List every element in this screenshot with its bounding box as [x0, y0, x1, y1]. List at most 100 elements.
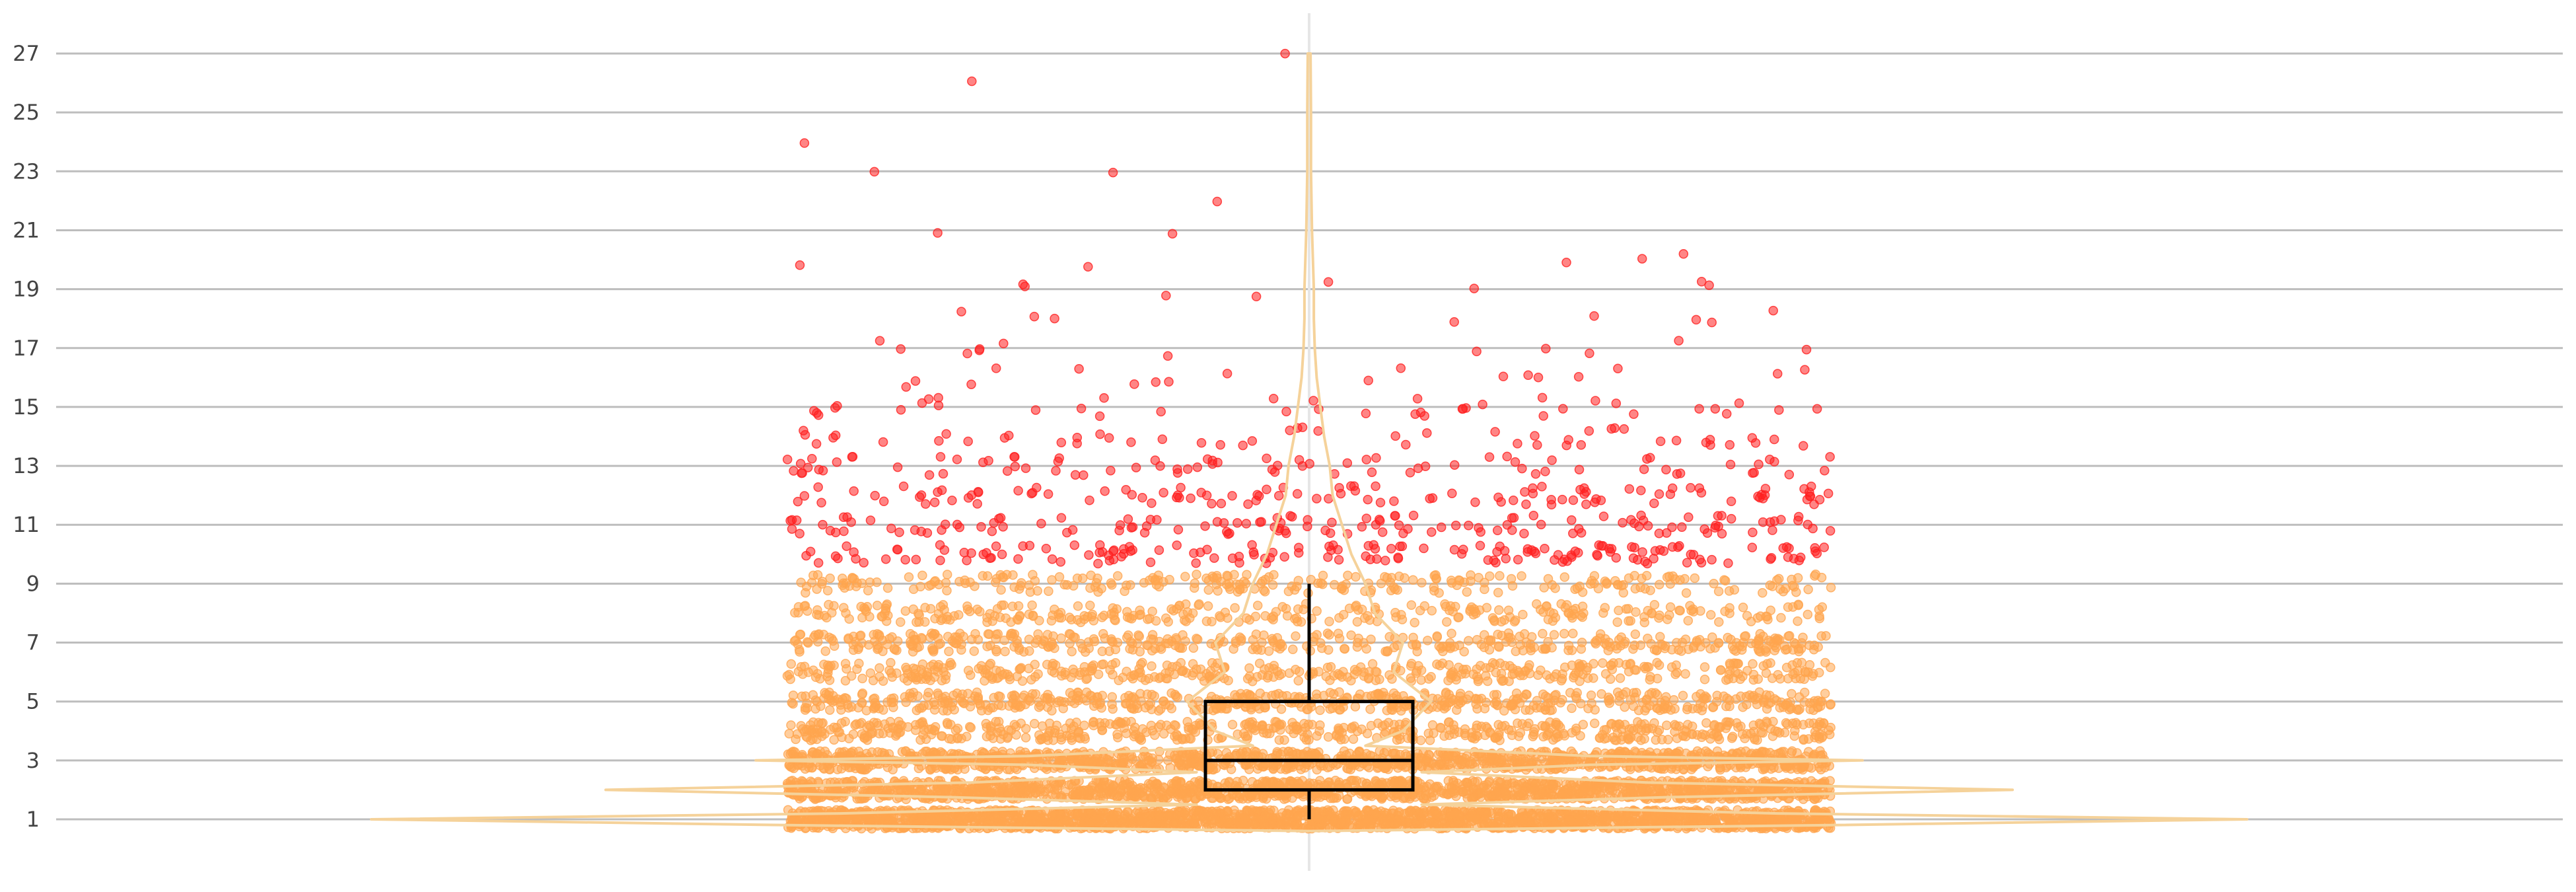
inlier-point	[1475, 788, 1485, 798]
inlier-point	[1003, 789, 1014, 799]
inlier-point	[1366, 720, 1377, 731]
inlier-point	[959, 784, 970, 794]
inlier-point	[1457, 756, 1468, 766]
inlier-point	[1268, 815, 1278, 826]
inlier-point	[1572, 755, 1582, 766]
inlier-point	[991, 716, 1001, 727]
inlier-point	[1258, 794, 1268, 803]
inlier-point	[1176, 776, 1186, 787]
inlier-point	[1799, 761, 1809, 771]
inlier-point	[1073, 757, 1083, 766]
inlier-point	[1549, 755, 1559, 765]
inlier-point	[1461, 789, 1471, 799]
inlier-point	[1770, 749, 1780, 760]
inlier-point	[1421, 790, 1431, 801]
inlier-point	[1484, 777, 1494, 788]
inlier-point	[1436, 723, 1446, 733]
inlier-point	[1211, 815, 1221, 825]
inlier-point	[1475, 805, 1485, 816]
inlier-point	[1466, 757, 1476, 766]
inlier-point	[1529, 819, 1539, 829]
inlier-point	[1678, 786, 1688, 796]
inlier-point	[1557, 788, 1567, 799]
inlier-point	[1746, 823, 1756, 833]
inlier-point	[1330, 775, 1341, 786]
inlier-point	[1154, 810, 1164, 821]
inlier-point	[1165, 787, 1176, 797]
inlier-point	[1343, 806, 1353, 816]
inlier-point	[1275, 764, 1286, 774]
inlier-point	[960, 811, 970, 821]
inlier-point	[1602, 815, 1612, 825]
inlier-point	[829, 735, 839, 745]
inlier-point	[1496, 778, 1506, 788]
inlier-point	[1250, 750, 1260, 760]
inlier-point	[1419, 808, 1429, 819]
inlier-point	[1112, 792, 1122, 803]
inlier-point	[1736, 747, 1746, 757]
inlier-point	[1077, 809, 1088, 819]
inlier-point	[1600, 781, 1610, 792]
inlier-point	[986, 788, 996, 798]
inlier-point	[1342, 763, 1352, 774]
inlier-point	[1192, 805, 1201, 815]
inlier-point	[1787, 746, 1797, 756]
inlier-point	[1318, 806, 1328, 816]
inlier-point	[977, 747, 987, 757]
inlier-point	[1408, 811, 1418, 821]
inlier-point	[1433, 749, 1443, 759]
inlier-point	[1328, 805, 1338, 815]
inlier-point	[1491, 788, 1501, 798]
inlier-point	[967, 786, 978, 797]
inlier-point	[839, 788, 849, 799]
inlier-point	[1431, 782, 1441, 792]
inlier-point	[1131, 786, 1141, 797]
inlier-point	[1485, 755, 1496, 764]
inlier-point	[1639, 734, 1649, 744]
inlier-point	[940, 784, 950, 795]
inlier-point	[1393, 817, 1403, 828]
inlier-point	[1712, 746, 1723, 757]
inlier-point	[1566, 815, 1577, 825]
inlier-point	[1394, 807, 1404, 817]
inlier-point	[1363, 805, 1374, 816]
inlier-point	[1653, 782, 1664, 793]
inlier-point	[1167, 778, 1177, 789]
inlier-point	[1515, 790, 1524, 799]
inlier-point	[1029, 719, 1040, 729]
inlier-point	[1293, 811, 1303, 821]
inlier-point	[1339, 746, 1349, 757]
inlier-point	[1164, 810, 1174, 821]
inlier-point	[1715, 764, 1725, 775]
inlier-point	[1526, 810, 1537, 821]
inlier-point	[1431, 809, 1441, 819]
inlier-point	[1526, 784, 1536, 794]
inlier-point	[818, 718, 828, 728]
inlier-point	[1227, 720, 1238, 729]
inlier-point	[925, 764, 935, 774]
inlier-point	[1180, 807, 1190, 817]
inlier-point	[818, 763, 828, 773]
inlier-point	[1513, 780, 1523, 790]
inlier-point	[1507, 755, 1517, 766]
inlier-point	[786, 720, 796, 730]
inlier-point	[863, 762, 873, 772]
inlier-point	[1112, 807, 1123, 817]
inlier-point	[1013, 780, 1022, 790]
inlier-point	[1118, 780, 1128, 790]
inlier-point	[852, 813, 862, 824]
inlier-point	[978, 806, 988, 817]
inlier-point	[1645, 783, 1655, 794]
inlier-point	[1380, 720, 1390, 730]
inlier-point	[1289, 821, 1300, 831]
inlier-point	[1439, 788, 1449, 799]
inlier-point	[1119, 753, 1129, 764]
inlier-point	[1659, 764, 1669, 774]
inlier-point	[1337, 817, 1347, 827]
inlier-point	[897, 747, 908, 757]
inlier-point	[935, 821, 945, 831]
inlier-point	[1205, 747, 1215, 758]
inlier-point	[1155, 747, 1164, 757]
inlier-point	[1182, 716, 1192, 727]
